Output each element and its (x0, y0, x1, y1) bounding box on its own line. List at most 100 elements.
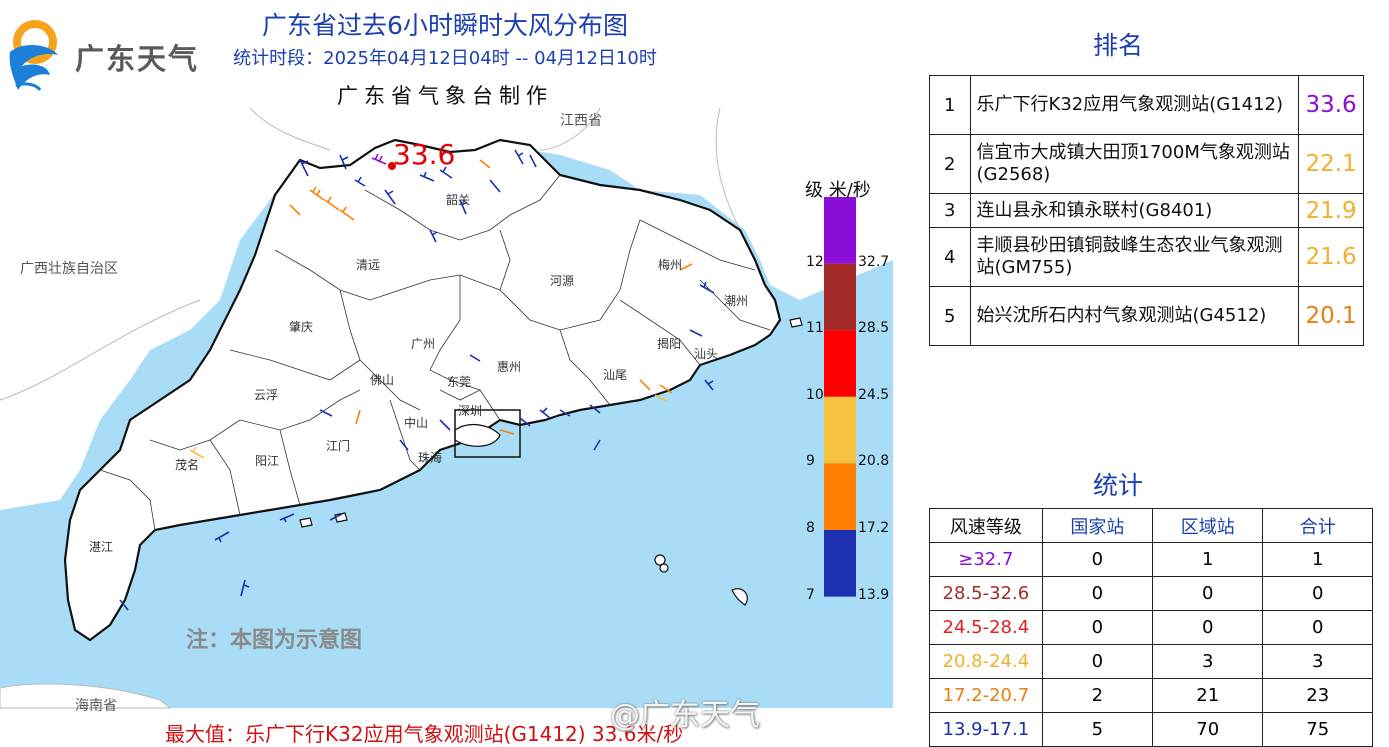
station-name: 丰顺县砂田镇铜鼓峰生态农业气象观测站(GM755) (969, 227, 1300, 287)
total-count: 1 (1262, 542, 1373, 577)
grade-range: 24.5-28.4 (929, 610, 1043, 645)
national-count: 0 (1041, 644, 1153, 679)
legend-band-9 (824, 396, 856, 464)
statistics-title: 统计 (1093, 471, 1144, 500)
city-label-zhuhai: 珠海 (418, 451, 443, 465)
islands (299, 317, 803, 606)
peak-value-label: 33.6 (393, 138, 456, 171)
station-name: 连山县永和镇永联村(G8401) (969, 193, 1300, 228)
statistics-table: 风速等级 国家站 区域站 合计 ≥32.7 0 1 1 28.5-32.6 0 0 0 24.5… (929, 508, 1373, 747)
legend-level-label: 8 (806, 520, 815, 536)
city-label-foshan: 佛山 (370, 373, 395, 387)
rank-number: 5 (929, 286, 971, 346)
wind-speed-value: 33.6 (1298, 75, 1364, 135)
map-note: 注：本图为示意图 (186, 628, 363, 653)
city-label-shaoguan: 韶关 (446, 193, 471, 207)
watermark: @广东天气 (610, 698, 760, 733)
total-count: 23 (1262, 678, 1373, 713)
city-label-qingyuan: 清远 (356, 258, 381, 272)
regional-count: 21 (1151, 678, 1264, 713)
city-label-yunfu: 云浮 (254, 388, 279, 402)
city-label-meizhou: 梅州 (658, 258, 683, 272)
grade-range: 17.2-20.7 (929, 678, 1043, 713)
city-borders (99, 174, 771, 531)
ranking-row: 4 丰顺县砂田镇铜鼓峰生态农业气象观测站(GM755) 21.6 (929, 227, 1364, 287)
grade-range: ≥32.7 (929, 542, 1043, 577)
statistics-row: ≥32.7 0 1 1 (929, 542, 1373, 577)
neighbor-borders (0, 107, 741, 401)
rank-number: 1 (929, 75, 971, 135)
city-label-jiangmen: 江门 (326, 439, 351, 453)
national-count: 2 (1041, 678, 1153, 713)
city-label-huizhou: 惠州 (497, 360, 522, 374)
header-regional: 区域站 (1151, 508, 1264, 543)
ranking-row: 5 始兴沈所石内村气象观测站(G4512) 20.1 (929, 286, 1364, 346)
wind-map (0, 20, 893, 709)
legend-value-label: 13.9 (858, 586, 890, 603)
statistics-row: 24.5-28.4 0 0 0 (929, 610, 1373, 645)
legend-level-label: 10 (806, 386, 824, 403)
legend-level-label: 7 (806, 586, 815, 603)
region-label-hainan: 海南省 (75, 698, 117, 714)
city-label-maoming: 茂名 (175, 458, 200, 472)
statistics-row: 28.5-32.6 0 0 0 (929, 576, 1373, 611)
grade-range: 13.9-17.1 (929, 712, 1043, 747)
legend-band-7 (824, 530, 856, 597)
city-label-zhaoqing: 肇庆 (289, 320, 314, 334)
legend-level-label: 11 (806, 320, 824, 337)
legend-band-8 (824, 463, 856, 530)
city-label-chaozhou: 潮州 (724, 294, 749, 308)
national-count: 5 (1041, 712, 1153, 747)
statistics-row: 13.9-17.1 5 70 75 (929, 712, 1373, 747)
producer-label: 广东省气象台制作 (337, 84, 553, 108)
grade-range: 20.8-24.4 (929, 644, 1043, 679)
map-title: 广东省过去6小时瞬时大风分布图 (262, 11, 628, 40)
city-label-shenzhen: 深圳 (458, 404, 483, 418)
rank-number: 4 (929, 227, 971, 287)
neighbor-land (0, 108, 893, 510)
legend-level-label: 12 (806, 253, 824, 270)
legend-value-label: 24.5 (858, 386, 890, 403)
legend-header: 级 米/秒 (805, 180, 871, 201)
city-label-guangzhou: 广州 (411, 337, 436, 351)
ranking-row: 2 信宜市大成镇大田顶1700M气象观测站(G2568) 22.1 (929, 134, 1364, 194)
legend-value-label: 32.7 (858, 253, 890, 270)
header-total: 合计 (1262, 508, 1373, 543)
statistics-row: 20.8-24.4 0 3 3 (929, 644, 1373, 679)
wind-speed-value: 21.6 (1298, 227, 1364, 287)
station-name: 信宜市大成镇大田顶1700M气象观测站(G2568) (969, 134, 1300, 194)
city-label-zhanjiang: 湛江 (89, 540, 114, 554)
city-label-shanwei: 汕尾 (603, 368, 628, 382)
ranking-row: 1 乐广下行K32应用气象观测站(G1412) 33.6 (929, 75, 1364, 135)
city-label-jieyang: 揭阳 (657, 337, 682, 351)
header-national: 国家站 (1041, 508, 1153, 543)
station-name: 乐广下行K32应用气象观测站(G1412) (969, 75, 1300, 135)
national-count: 0 (1041, 576, 1153, 611)
wind-barbs (119, 149, 715, 611)
hk-box (454, 409, 521, 458)
national-count: 0 (1041, 542, 1153, 577)
region-label-jiangxi: 江西省 (560, 113, 602, 129)
ranking-title: 排名 (1093, 31, 1144, 60)
rank-number: 2 (929, 134, 971, 194)
peak-station-dot (388, 162, 396, 170)
region-label-guangxi: 广西壮族自治区 (20, 261, 118, 277)
logo-text: 广东天气 (75, 42, 200, 76)
city-label-dongguan: 东莞 (447, 375, 472, 389)
statistics-header-row: 风速等级 国家站 区域站 合计 (929, 508, 1373, 543)
legend-value-label: 17.2 (858, 520, 890, 536)
total-count: 3 (1262, 644, 1373, 679)
guangdong-weather-logo-icon (9, 20, 58, 91)
legend-band-10 (824, 330, 856, 397)
station-name: 始兴沈所石内村气象观测站(G4512) (969, 286, 1300, 346)
rank-number: 3 (929, 193, 971, 228)
statistics-row: 17.2-20.7 2 21 23 (929, 678, 1373, 713)
wind-speed-value: 22.1 (1298, 134, 1364, 194)
ranking-table: 1 乐广下行K32应用气象观测站(G1412) 33.6 2 信宜市大成镇大田顶1700… (929, 75, 1364, 346)
total-count: 75 (1262, 712, 1373, 747)
legend-band-12 (824, 197, 856, 264)
wind-speed-value: 20.1 (1298, 286, 1364, 346)
max-value-caption: 最大值：乐广下行K32应用气象观测站(G1412) 33.6米/秒 (165, 722, 684, 746)
total-count: 0 (1262, 610, 1373, 645)
regional-count: 1 (1151, 542, 1264, 577)
